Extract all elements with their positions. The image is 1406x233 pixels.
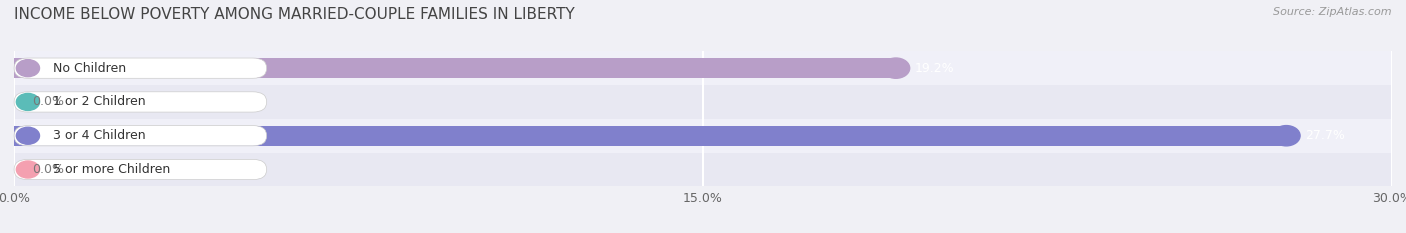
Bar: [14, 85, 1392, 119]
Text: No Children: No Children: [53, 62, 127, 75]
Text: 0.0%: 0.0%: [32, 163, 65, 176]
Circle shape: [17, 60, 39, 77]
FancyBboxPatch shape: [14, 92, 267, 112]
Text: 1 or 2 Children: 1 or 2 Children: [53, 96, 146, 108]
Text: INCOME BELOW POVERTY AMONG MARRIED-COUPLE FAMILIES IN LIBERTY: INCOME BELOW POVERTY AMONG MARRIED-COUPL…: [14, 7, 575, 22]
Bar: [14, 126, 1286, 146]
Circle shape: [1272, 126, 1301, 146]
Text: 27.7%: 27.7%: [1305, 129, 1344, 142]
FancyBboxPatch shape: [14, 126, 267, 146]
Circle shape: [17, 127, 39, 144]
FancyBboxPatch shape: [14, 159, 267, 180]
Bar: [14, 119, 1392, 153]
Bar: [14, 153, 1392, 186]
Text: 0.0%: 0.0%: [32, 96, 65, 108]
Text: Source: ZipAtlas.com: Source: ZipAtlas.com: [1274, 7, 1392, 17]
Bar: [14, 58, 896, 78]
Circle shape: [882, 58, 910, 78]
Circle shape: [17, 93, 39, 110]
Text: 19.2%: 19.2%: [914, 62, 953, 75]
Bar: [14, 51, 1392, 85]
Text: 3 or 4 Children: 3 or 4 Children: [53, 129, 146, 142]
Circle shape: [17, 161, 39, 178]
Text: 5 or more Children: 5 or more Children: [53, 163, 170, 176]
FancyBboxPatch shape: [14, 58, 267, 78]
